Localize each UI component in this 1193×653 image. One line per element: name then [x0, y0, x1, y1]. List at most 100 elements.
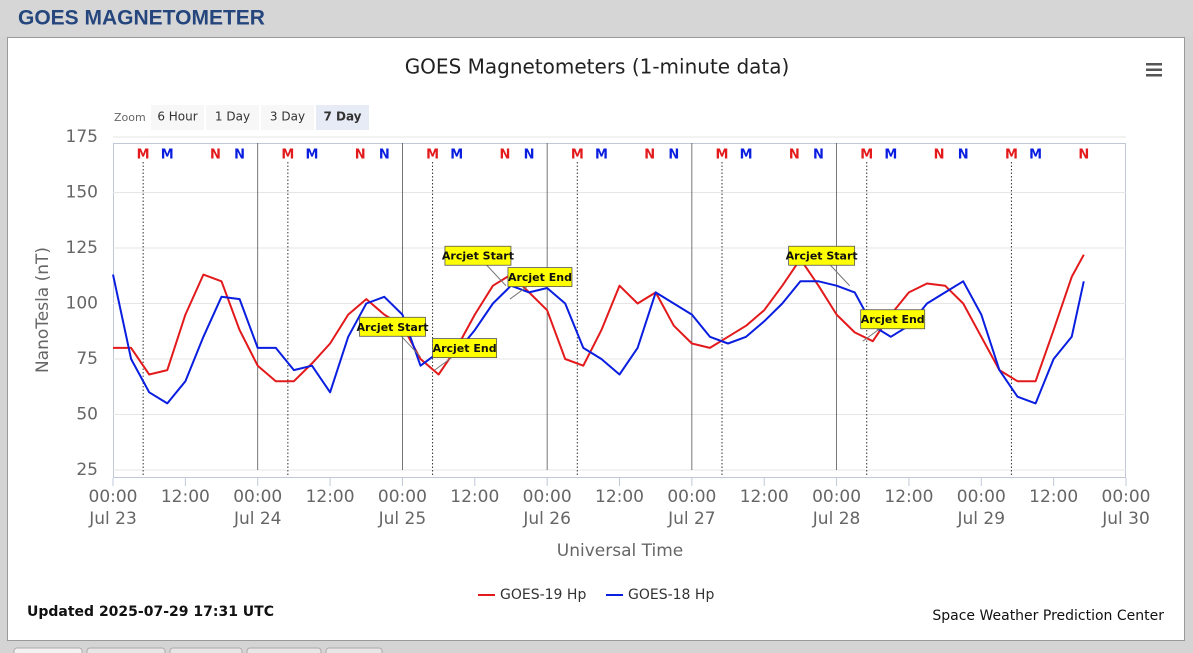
x-axis-title: Universal Time — [557, 541, 683, 561]
y-tick-label: 50 — [76, 405, 98, 425]
x-tick-label: Jul 25 — [378, 509, 427, 529]
marker-label: N — [379, 148, 390, 163]
zoom-button[interactable] — [206, 105, 259, 130]
y-tick-label: 150 — [66, 183, 98, 203]
zoom-button-label: 3 Day — [270, 110, 305, 124]
x-tick-label: Jul 28 — [812, 509, 861, 529]
annotation-label: Arcjet Start — [442, 250, 514, 263]
series-line — [113, 254, 1085, 383]
marker-label: N — [1078, 148, 1089, 163]
x-tick-label: 12:00 — [1029, 487, 1078, 507]
x-tick-label: Jul 30 — [1101, 509, 1150, 529]
tab[interactable] — [169, 647, 243, 653]
menu-bar — [1146, 63, 1162, 66]
marker-label: M — [450, 148, 463, 163]
annotation-box — [860, 309, 926, 330]
tabs — [13, 647, 383, 653]
marker-label: N — [789, 148, 800, 163]
y-tick-label: 25 — [76, 460, 98, 480]
marker-label: N — [934, 148, 945, 163]
menu-bar — [1146, 74, 1162, 77]
menu-bar — [1146, 68, 1162, 71]
marker-label: N — [499, 148, 510, 163]
header-title: GOES MAGNETOMETER — [18, 7, 265, 30]
annotation-box — [788, 245, 856, 266]
annotation-box — [444, 245, 512, 266]
marker-label: N — [668, 148, 679, 163]
x-tick-label: 00:00 — [233, 487, 282, 507]
x-tick-label: 00:00 — [523, 487, 572, 507]
x-tick-label: 00:00 — [812, 487, 861, 507]
marker-label: N — [234, 148, 245, 163]
zoom-button[interactable] — [316, 105, 369, 130]
x-tick-label: 12:00 — [595, 487, 644, 507]
tab[interactable] — [86, 647, 166, 653]
x-tick-label: 00:00 — [1102, 487, 1151, 507]
marker-label: M — [1029, 148, 1042, 163]
annotation-label: Arcjet End — [433, 342, 497, 355]
annotation-box — [432, 338, 497, 359]
marker-label: M — [571, 148, 584, 163]
y-tick-label: 100 — [66, 294, 98, 314]
zoom-button-label: 6 Hour — [157, 110, 197, 124]
x-tick-label: Jul 26 — [522, 509, 571, 529]
annotation-label: Arcjet Start — [786, 250, 858, 263]
marker-label: M — [860, 148, 873, 163]
marker-label: N — [355, 148, 366, 163]
x-tick-label: 00:00 — [957, 487, 1006, 507]
annotation-label: Arcjet End — [508, 271, 572, 284]
x-tick-label: 12:00 — [450, 487, 499, 507]
annotation-label: Arcjet Start — [356, 321, 428, 334]
marker-label: M — [426, 148, 439, 163]
series-line — [112, 274, 1085, 405]
marker-label: M — [1005, 148, 1018, 163]
marker-label: M — [281, 148, 294, 163]
x-tick-label: 12:00 — [306, 487, 355, 507]
marker-label: N — [524, 148, 535, 163]
updated-text: Updated 2025-07-29 17:31 UTC — [27, 604, 274, 620]
x-tick-label: Jul 29 — [957, 509, 1006, 529]
tab[interactable] — [13, 647, 83, 653]
zoom-button[interactable] — [151, 105, 204, 130]
zoom-label: Zoom — [114, 111, 146, 124]
x-tick-label: 12:00 — [161, 487, 210, 507]
y-tick-label: 175 — [66, 127, 98, 147]
zoom-button-label: 1 Day — [215, 110, 250, 124]
x-tick-label: 12:00 — [740, 487, 789, 507]
x-tick-label: Jul 24 — [233, 509, 282, 529]
marker-label: N — [210, 148, 221, 163]
x-tick-label: Jul 27 — [667, 509, 716, 529]
tab[interactable] — [246, 647, 322, 653]
annotation-box — [359, 316, 426, 337]
marker-label: N — [644, 148, 655, 163]
y-tick-label: 75 — [76, 349, 98, 369]
header-bar — [0, 0, 1193, 36]
chart-title: GOES Magnetometers (1-minute data) — [405, 55, 790, 79]
marker-label: M — [884, 148, 897, 163]
annotation-box — [507, 267, 573, 287]
y-tick-label: 125 — [66, 238, 98, 258]
credit-text: Space Weather Prediction Center — [932, 608, 1164, 624]
y-axis-title: NanoTesla (nT) — [33, 247, 53, 373]
marker-label: M — [595, 148, 608, 163]
tab[interactable] — [325, 647, 383, 653]
menu-button[interactable] — [1146, 63, 1162, 77]
marker-label: M — [137, 148, 150, 163]
legend-label[interactable]: GOES-18 Hp — [628, 587, 714, 603]
zoom-button[interactable] — [261, 105, 314, 130]
legend-label[interactable]: GOES-19 Hp — [500, 587, 586, 603]
marker-label: M — [306, 148, 319, 163]
annotation-label: Arcjet End — [861, 313, 925, 326]
x-tick-label: 00:00 — [378, 487, 427, 507]
x-tick-label: 12:00 — [884, 487, 933, 507]
x-tick-label: Jul 23 — [88, 509, 137, 529]
marker-label: N — [813, 148, 824, 163]
x-tick-label: 00:00 — [89, 487, 138, 507]
plot-frame — [113, 143, 1126, 478]
marker-label: N — [958, 148, 969, 163]
marker-label: M — [716, 148, 729, 163]
zoom-button-label: 7 Day — [323, 110, 361, 124]
marker-label: M — [740, 148, 753, 163]
marker-label: M — [161, 148, 174, 163]
